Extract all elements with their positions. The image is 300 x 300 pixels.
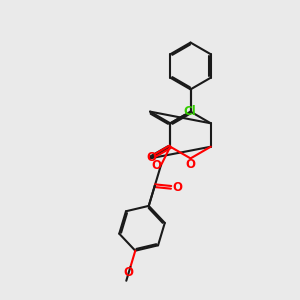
- Text: Cl: Cl: [184, 105, 197, 118]
- Text: O: O: [146, 151, 156, 164]
- Text: O: O: [151, 159, 161, 172]
- Text: O: O: [124, 266, 134, 279]
- Text: O: O: [185, 158, 196, 172]
- Text: O: O: [172, 182, 182, 194]
